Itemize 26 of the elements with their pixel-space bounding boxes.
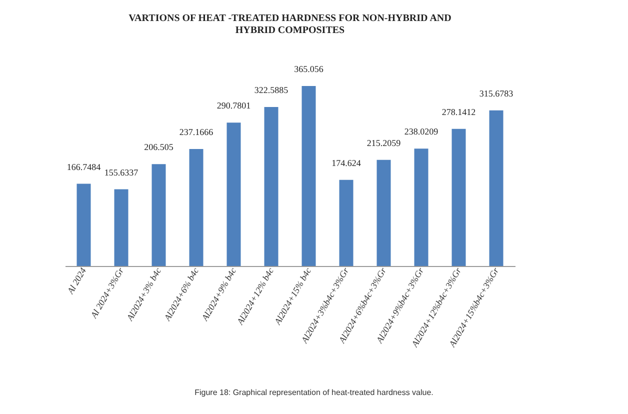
bar <box>339 180 354 266</box>
data-label: 174.624 <box>332 158 362 168</box>
data-label: 155.6337 <box>104 167 139 178</box>
bar <box>226 122 241 266</box>
bar <box>452 128 466 266</box>
data-label: 365.056 <box>294 64 324 74</box>
bar <box>414 148 428 266</box>
data-label: 315.6783 <box>479 88 514 98</box>
data-label: 238.0209 <box>404 126 439 137</box>
data-label: 215.2059 <box>366 138 402 148</box>
bar <box>489 110 504 266</box>
bar <box>189 149 204 266</box>
data-label: 237.1666 <box>179 127 214 138</box>
bar <box>302 86 316 266</box>
bar <box>376 160 391 266</box>
data-label: 206.505 <box>144 142 174 152</box>
bar <box>114 189 128 266</box>
bar <box>152 164 166 266</box>
bar <box>76 184 91 266</box>
caption: Figure 18: Graphical representation of heat-treated hardness value. <box>194 388 434 397</box>
bar <box>264 106 278 266</box>
chart-title: VARTIONS OF HEAT -TREATED HARDNESS FOR NON-HYBRID AND HYBRID COMPOSITES <box>128 13 452 36</box>
data-label: 290.7801 <box>216 100 251 111</box>
data-label: 322.5885 <box>254 84 289 95</box>
data-label: 166.7484 <box>66 162 102 172</box>
data-label: 278.1412 <box>442 106 476 117</box>
